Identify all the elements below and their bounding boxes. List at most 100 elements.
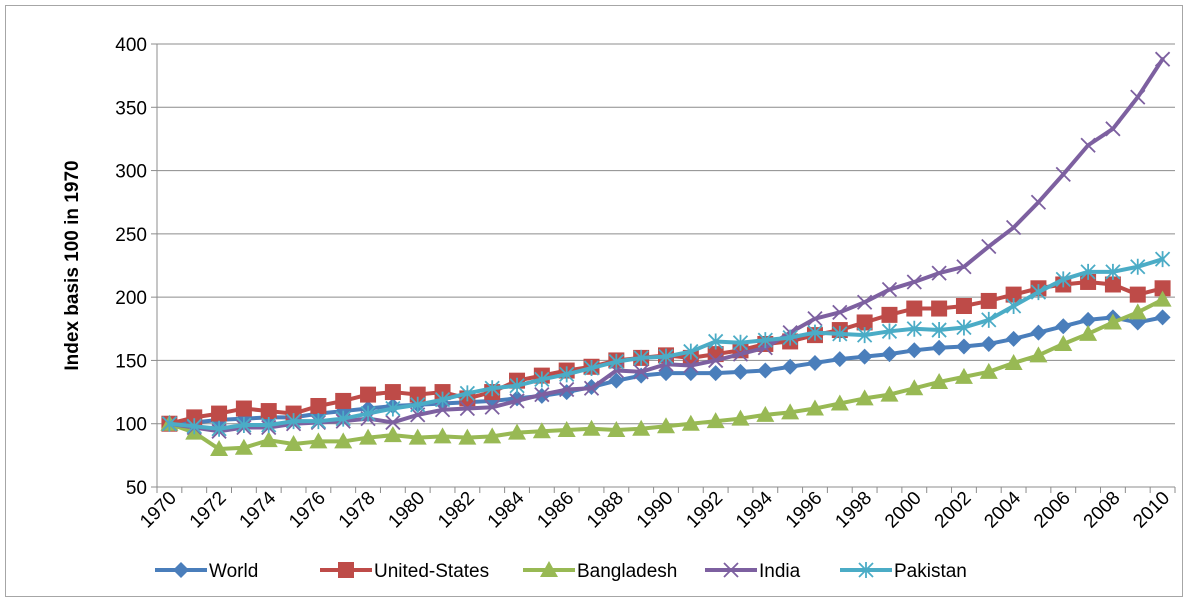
data-point-pakistan bbox=[658, 348, 674, 365]
data-point-pakistan bbox=[1055, 271, 1071, 288]
data-point-bangladesh bbox=[582, 419, 601, 436]
data-point-india bbox=[484, 399, 500, 415]
data-point-pakistan bbox=[583, 360, 600, 377]
data-point-pakistan bbox=[956, 319, 972, 336]
data-point-india bbox=[1005, 219, 1022, 236]
data-point-bangladesh bbox=[532, 422, 551, 439]
data-point-united-states bbox=[409, 386, 426, 403]
data-point-india bbox=[732, 346, 749, 362]
data-point-bangladesh bbox=[830, 394, 849, 411]
data-point-pakistan bbox=[1005, 298, 1022, 315]
x-tick-label: 2010 bbox=[1129, 488, 1174, 533]
data-point-bangladesh bbox=[880, 385, 899, 402]
data-point-india bbox=[459, 400, 476, 417]
data-point-united-states bbox=[856, 314, 873, 331]
data-point-bangladesh bbox=[706, 412, 725, 429]
data-point-bangladesh bbox=[557, 421, 576, 438]
data-point-world bbox=[881, 346, 898, 363]
data-point-bangladesh bbox=[954, 367, 973, 384]
x-tick-label: 1974 bbox=[236, 487, 281, 532]
data-point-india bbox=[906, 274, 922, 290]
data-point-world bbox=[732, 363, 749, 380]
data-point-united-states bbox=[1080, 273, 1097, 290]
data-point-united-states bbox=[1154, 280, 1171, 297]
y-tick-label: 150 bbox=[115, 351, 147, 372]
data-point-world bbox=[707, 365, 724, 382]
data-point-world bbox=[906, 342, 923, 359]
data-point-united-states bbox=[955, 298, 972, 315]
data-point-bangladesh bbox=[383, 426, 402, 443]
data-point-pakistan bbox=[1154, 251, 1171, 268]
y-tick-label: 400 bbox=[115, 35, 147, 56]
x-tick-label: 1992 bbox=[682, 488, 727, 533]
x-tick-label: 1990 bbox=[633, 488, 678, 533]
data-point-united-states bbox=[310, 397, 327, 414]
x-tick-label: 1994 bbox=[732, 487, 777, 532]
x-tick-label: 2004 bbox=[980, 487, 1025, 532]
data-point-bangladesh bbox=[284, 434, 303, 451]
data-point-bangladesh bbox=[805, 399, 824, 416]
data-point-india bbox=[956, 259, 972, 275]
legend-marker-pakistan bbox=[858, 562, 874, 578]
data-point-bangladesh bbox=[632, 419, 651, 436]
data-point-pakistan bbox=[881, 323, 898, 340]
data-point-pakistan bbox=[1030, 284, 1047, 301]
data-point-bangladesh bbox=[1128, 303, 1147, 320]
data-point-bangladesh bbox=[508, 423, 527, 440]
data-point-bangladesh bbox=[1029, 346, 1048, 363]
data-point-bangladesh bbox=[359, 428, 378, 445]
legend-marker-india bbox=[723, 562, 739, 578]
data-point-bangladesh bbox=[458, 428, 477, 445]
data-point-bangladesh bbox=[1054, 334, 1073, 351]
legend-item-india: India bbox=[705, 561, 801, 582]
data-point-india bbox=[1105, 121, 1121, 137]
legend-label-bangladesh: Bangladesh bbox=[577, 561, 677, 582]
legend-label-pakistan: Pakistan bbox=[894, 561, 967, 582]
data-point-pakistan bbox=[534, 371, 550, 388]
data-point-pakistan bbox=[161, 415, 178, 432]
y-tick-label: 50 bbox=[126, 478, 147, 499]
legend-item-united-states: United-States bbox=[320, 561, 489, 582]
data-point-bangladesh bbox=[930, 372, 949, 389]
x-tick-label: 1998 bbox=[831, 488, 876, 533]
series-pakistan bbox=[161, 251, 1171, 437]
data-point-india bbox=[981, 238, 997, 255]
data-point-india bbox=[1030, 194, 1047, 210]
x-tick-label: 2006 bbox=[1030, 488, 1075, 533]
data-point-united-states bbox=[1005, 286, 1022, 303]
y-tick-label: 200 bbox=[115, 288, 147, 309]
data-point-pakistan bbox=[608, 353, 624, 370]
data-point-world bbox=[806, 354, 823, 371]
data-point-pakistan bbox=[931, 322, 947, 339]
data-point-bangladesh bbox=[234, 438, 253, 455]
y-tick-label: 350 bbox=[115, 98, 147, 119]
data-point-united-states bbox=[384, 384, 401, 401]
data-point-india bbox=[633, 364, 649, 380]
data-point-pakistan bbox=[683, 343, 699, 360]
legend-label-world: World bbox=[209, 561, 258, 582]
data-point-india bbox=[856, 294, 873, 310]
data-point-pakistan bbox=[856, 327, 873, 344]
data-point-world bbox=[757, 362, 774, 379]
data-point-bangladesh bbox=[1004, 353, 1023, 370]
data-point-bangladesh bbox=[1153, 290, 1172, 307]
data-point-pakistan bbox=[360, 405, 376, 422]
data-point-united-states bbox=[980, 292, 997, 309]
data-point-bangladesh bbox=[433, 427, 452, 444]
x-tick-label: 1982 bbox=[434, 488, 479, 533]
data-point-bangladesh bbox=[408, 428, 427, 445]
data-point-world bbox=[980, 335, 997, 352]
data-point-india bbox=[807, 311, 823, 327]
data-point-pakistan bbox=[385, 400, 401, 417]
data-point-pakistan bbox=[410, 396, 426, 413]
data-point-india bbox=[583, 380, 600, 396]
data-point-world bbox=[856, 348, 873, 365]
data-point-pakistan bbox=[981, 311, 997, 328]
x-tick-label: 2000 bbox=[881, 488, 926, 533]
data-point-india bbox=[683, 357, 699, 374]
data-point-pakistan bbox=[186, 418, 202, 435]
legend-item-pakistan: Pakistan bbox=[840, 561, 967, 582]
data-point-pakistan bbox=[708, 333, 724, 350]
data-point-pakistan bbox=[509, 377, 525, 394]
data-point-bangladesh bbox=[855, 389, 874, 406]
